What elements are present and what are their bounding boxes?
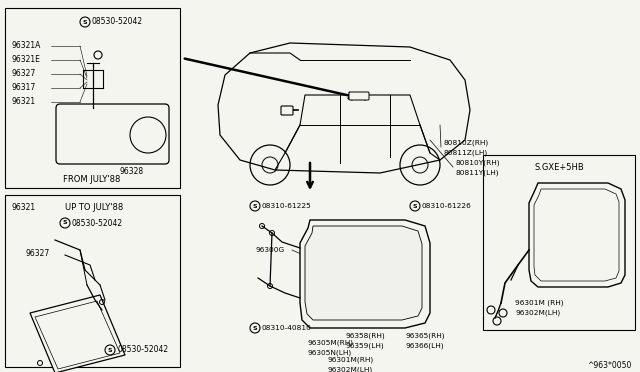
Text: 96302M(LH): 96302M(LH)	[328, 367, 373, 372]
Text: 96301M (RH): 96301M (RH)	[515, 300, 564, 306]
Bar	[5, 195, 180, 367]
Text: 80811Y(LH): 80811Y(LH)	[455, 170, 499, 176]
Text: 08310-61226: 08310-61226	[421, 203, 471, 209]
Text: 08310-40810: 08310-40810	[261, 325, 311, 331]
Text: ^963*0050: ^963*0050	[588, 360, 632, 369]
Text: S: S	[253, 203, 257, 208]
Text: 08530-52042: 08530-52042	[72, 218, 123, 228]
Text: 96300G: 96300G	[255, 247, 284, 253]
Text: 96321A: 96321A	[12, 42, 42, 51]
Text: S: S	[83, 19, 87, 25]
Polygon shape	[218, 43, 470, 173]
Text: 08530-52042: 08530-52042	[117, 346, 168, 355]
Text: 96327: 96327	[12, 70, 36, 78]
Text: S: S	[253, 326, 257, 330]
Bar	[483, 155, 635, 330]
Text: 96321: 96321	[12, 202, 36, 212]
Text: S: S	[63, 221, 67, 225]
Text: UP TO JULY'88: UP TO JULY'88	[65, 202, 124, 212]
Text: 96359(LH): 96359(LH)	[345, 343, 384, 349]
Text: S: S	[413, 203, 417, 208]
FancyBboxPatch shape	[281, 106, 293, 115]
Text: 80811Z(LH): 80811Z(LH)	[443, 150, 487, 156]
Polygon shape	[529, 183, 625, 287]
Text: 96321: 96321	[12, 97, 36, 106]
Polygon shape	[30, 295, 125, 372]
Text: 96301M(RH): 96301M(RH)	[328, 357, 374, 363]
Text: 96305M(RH): 96305M(RH)	[308, 340, 354, 346]
Text: 96327: 96327	[25, 248, 49, 257]
Text: 08530-52042: 08530-52042	[91, 17, 142, 26]
Text: 96317: 96317	[12, 83, 36, 93]
Polygon shape	[300, 220, 430, 328]
Text: 80810Y(RH): 80810Y(RH)	[455, 160, 500, 166]
Text: 96328: 96328	[120, 167, 144, 176]
Text: 96358(RH): 96358(RH)	[345, 333, 385, 339]
Bar	[5, 8, 180, 188]
Text: S.GXE+5HB: S.GXE+5HB	[534, 163, 584, 171]
FancyBboxPatch shape	[349, 92, 369, 100]
Text: 08310-61225: 08310-61225	[261, 203, 311, 209]
Polygon shape	[305, 226, 422, 320]
Text: 96302M(LH): 96302M(LH)	[515, 310, 560, 316]
Text: FROM JULY'88: FROM JULY'88	[63, 176, 121, 185]
Text: 96365(RH): 96365(RH)	[405, 333, 445, 339]
Text: 96305N(LH): 96305N(LH)	[308, 350, 352, 356]
Text: 80810Z(RH): 80810Z(RH)	[443, 140, 488, 146]
FancyBboxPatch shape	[56, 104, 169, 164]
Text: 96321E: 96321E	[12, 55, 41, 64]
Text: S: S	[108, 347, 112, 353]
Text: 96366(LH): 96366(LH)	[405, 343, 444, 349]
